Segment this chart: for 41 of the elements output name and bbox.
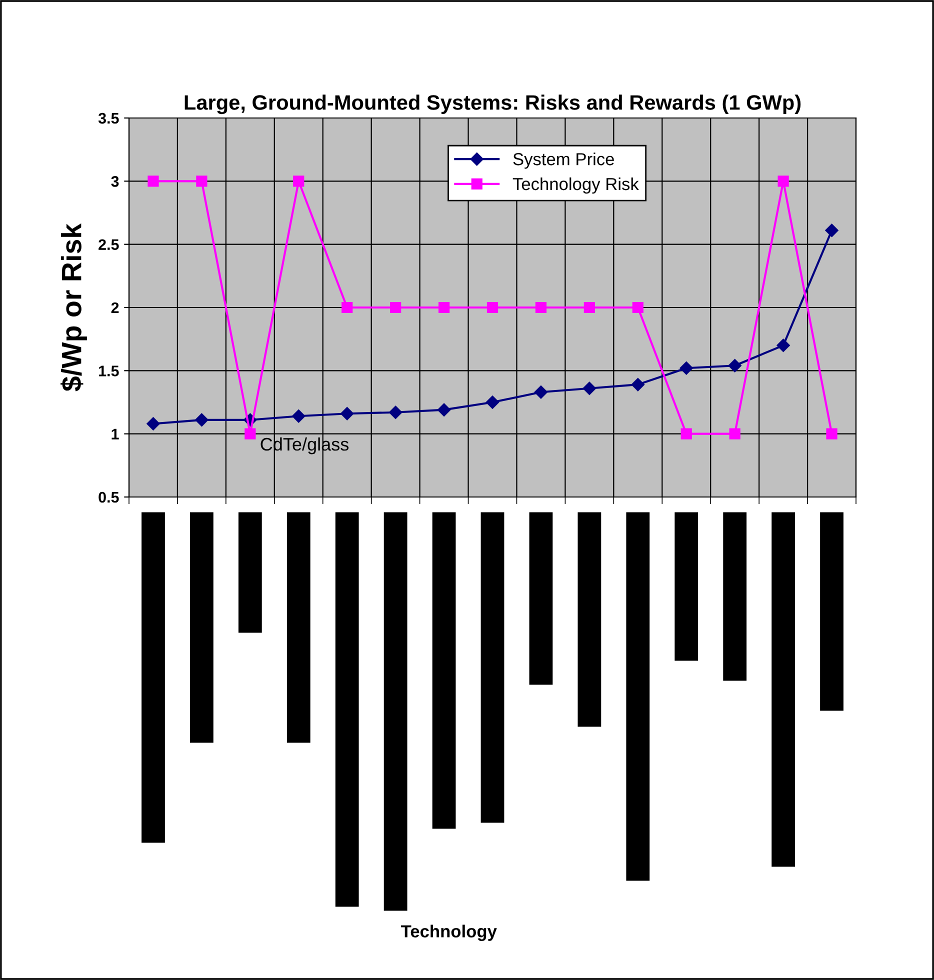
point [388,406,402,419]
point [195,413,208,427]
point [778,176,789,187]
point [631,378,644,392]
point [486,396,500,409]
point [680,362,693,375]
point [680,428,692,440]
y-tick-label: 1 [112,428,119,440]
point [582,382,596,395]
point [148,176,159,187]
point [390,302,402,314]
point [825,224,838,238]
point [146,417,160,430]
point [535,302,547,314]
point [437,403,451,416]
y-tick-label: 3.5 [98,112,119,124]
y-tick-label: 3 [111,176,119,187]
point [534,386,548,399]
point [244,428,256,440]
legend-label: System Price [513,152,614,169]
point [292,410,306,423]
point [729,428,740,440]
legend-label: Technology Risk [512,177,639,194]
point [776,338,790,352]
point [486,302,498,314]
point [632,302,644,314]
point [342,302,353,314]
point [584,302,595,314]
point [196,176,208,187]
point [340,407,354,420]
y-tick-label: 0.5 [98,492,119,503]
y-tick-label: 2.5 [98,239,119,250]
y-tick-label: 1.5 [99,366,119,376]
chart-title: Large, Ground-Mounted Systems: Risks and Rewards (1 GWp) [184,94,801,114]
y-axis-title: $/Wp or Risk [60,223,87,392]
point [728,359,742,372]
point [438,302,450,314]
y-tick-label: 2 [111,302,119,314]
text: Technology [401,924,497,941]
point [293,176,304,187]
point [826,428,838,440]
